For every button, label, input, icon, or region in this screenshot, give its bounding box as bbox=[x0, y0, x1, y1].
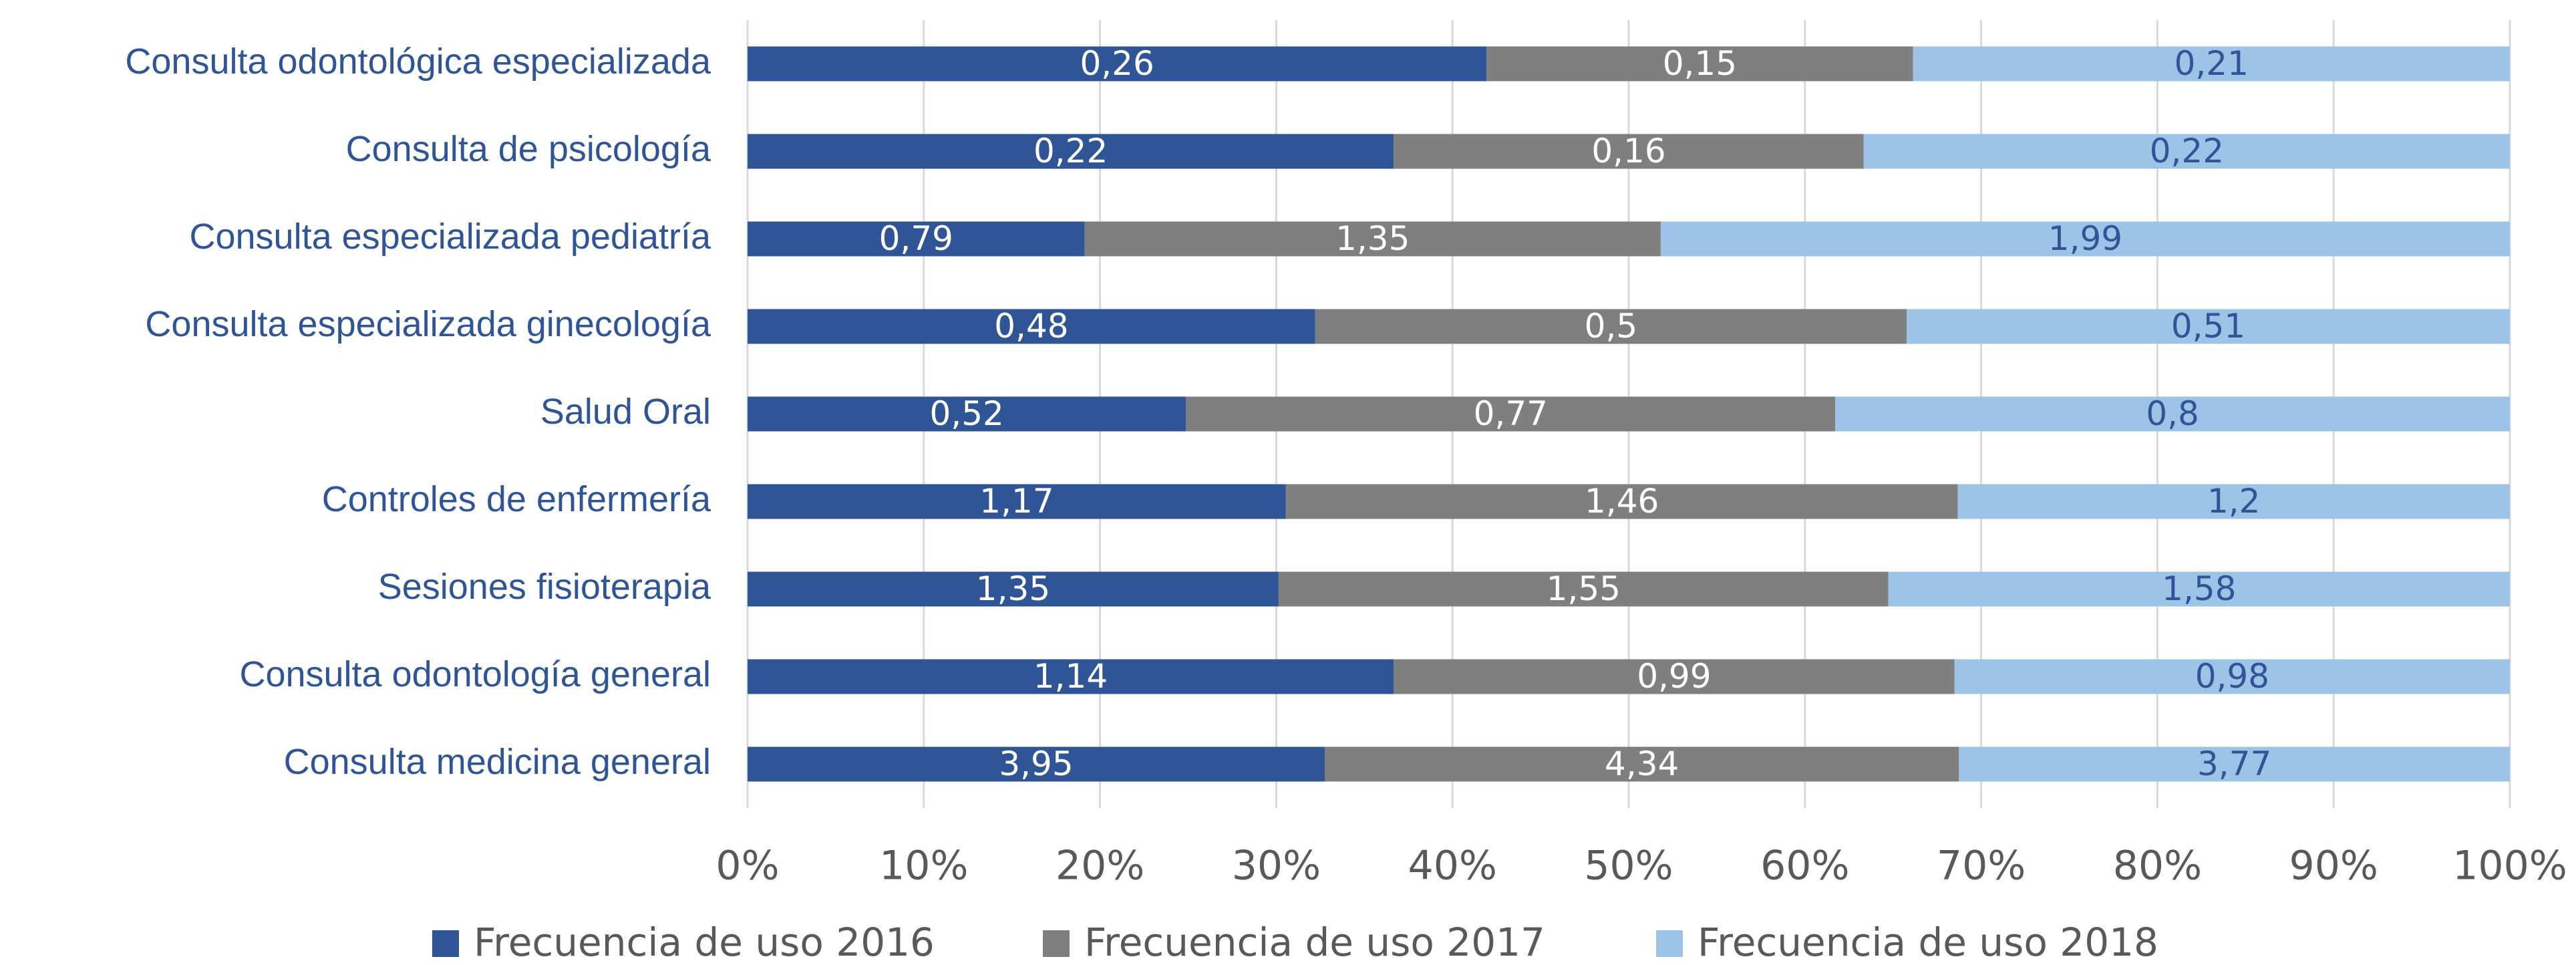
category-label: Consulta de psicología bbox=[346, 129, 711, 169]
category-label: Sesiones fisioterapia bbox=[378, 567, 711, 607]
bar-segment bbox=[748, 659, 1394, 694]
legend-swatch bbox=[1043, 930, 1070, 957]
bar-segment bbox=[748, 746, 1325, 782]
value-label: 0,77 bbox=[1474, 394, 1548, 433]
value-label: 1,58 bbox=[2162, 569, 2236, 608]
bar-segment bbox=[1913, 46, 2510, 82]
bar-segment bbox=[748, 134, 1394, 169]
bar-segment bbox=[1957, 484, 2510, 519]
x-tick-label: 60% bbox=[1760, 843, 1849, 889]
value-label: 0,48 bbox=[994, 307, 1068, 346]
x-tick-label: 100% bbox=[2452, 843, 2567, 889]
bar-segment bbox=[1959, 746, 2510, 782]
bar-segment bbox=[748, 571, 1279, 607]
x-tick-label: 90% bbox=[2289, 843, 2378, 889]
legend-swatch bbox=[1656, 930, 1683, 957]
value-label: 0,5 bbox=[1585, 307, 1638, 346]
bar-segment bbox=[748, 46, 1487, 82]
bar-segment bbox=[1888, 571, 2510, 607]
x-tick-label: 50% bbox=[1584, 843, 1673, 889]
category-label: Consulta odontología general bbox=[239, 654, 711, 694]
value-label: 0,26 bbox=[1080, 44, 1154, 83]
category-label: Controles de enfermería bbox=[322, 479, 711, 519]
value-label: 1,55 bbox=[1547, 569, 1621, 608]
bar-segment bbox=[1907, 309, 2510, 344]
bar-segment bbox=[1394, 134, 1864, 169]
legend-label: Frecuencia de uso 2017 bbox=[1084, 920, 1545, 965]
value-label: 0,21 bbox=[2175, 44, 2249, 83]
legend-label: Frecuencia de uso 2018 bbox=[1698, 920, 2158, 965]
bar-segment bbox=[748, 484, 1286, 519]
value-label: 1,17 bbox=[979, 482, 1054, 521]
value-label: 0,99 bbox=[1637, 657, 1711, 696]
value-label: 0,98 bbox=[2195, 657, 2269, 696]
legend-label: Frecuencia de uso 2016 bbox=[474, 920, 935, 965]
bar-segment bbox=[1186, 396, 1836, 432]
x-tick-label: 20% bbox=[1056, 843, 1144, 889]
bar-segment bbox=[1315, 309, 1907, 344]
value-label: 4,34 bbox=[1605, 744, 1679, 783]
value-label: 1,2 bbox=[2207, 482, 2261, 521]
value-label: 0,8 bbox=[2146, 394, 2199, 433]
value-label: 1,46 bbox=[1585, 482, 1659, 521]
bar-segment bbox=[1325, 746, 1959, 782]
bar-segment bbox=[748, 396, 1186, 432]
x-tick-label: 80% bbox=[2113, 843, 2202, 889]
bar-segment bbox=[1863, 134, 2510, 169]
value-label: 0,51 bbox=[2171, 307, 2245, 346]
category-label: Consulta odontológica especializada bbox=[125, 41, 711, 82]
category-label: Salud Oral bbox=[540, 392, 711, 432]
bar-segment bbox=[1285, 484, 1958, 519]
x-tick-label: 30% bbox=[1232, 843, 1321, 889]
x-tick-label: 70% bbox=[1937, 843, 2026, 889]
bar-segment bbox=[1954, 659, 2510, 694]
bar-segment bbox=[1835, 396, 2510, 432]
value-label: 0,22 bbox=[1033, 132, 1108, 170]
value-label: 1,35 bbox=[976, 569, 1050, 608]
value-label: 0,15 bbox=[1663, 44, 1737, 83]
bar-segment bbox=[1486, 46, 1913, 82]
value-label: 3,95 bbox=[999, 744, 1073, 783]
bar-segment bbox=[748, 221, 1085, 257]
value-label: 0,22 bbox=[2150, 132, 2224, 170]
x-tick-label: 10% bbox=[879, 843, 968, 889]
legend-swatch bbox=[432, 930, 459, 957]
category-label: Consulta medicina general bbox=[284, 742, 711, 782]
value-label: 1,99 bbox=[2048, 219, 2122, 258]
x-tick-label: 0% bbox=[715, 843, 779, 889]
bar-segment bbox=[748, 309, 1315, 344]
value-label: 3,77 bbox=[2197, 744, 2271, 783]
category-label: Consulta especializada ginecología bbox=[145, 304, 711, 344]
bar-segment bbox=[1278, 571, 1889, 607]
category-label: Consulta especializada pediatría bbox=[190, 217, 711, 257]
bar-segment bbox=[1393, 659, 1955, 694]
bar-segment bbox=[1084, 221, 1661, 257]
x-tick-label: 40% bbox=[1408, 843, 1497, 889]
value-label: 0,52 bbox=[930, 394, 1004, 433]
value-label: 0,16 bbox=[1591, 132, 1665, 170]
bar-segment bbox=[1660, 221, 2510, 257]
value-label: 0,79 bbox=[879, 219, 953, 258]
value-label: 1,35 bbox=[1335, 219, 1410, 258]
value-label: 1,14 bbox=[1033, 657, 1108, 696]
